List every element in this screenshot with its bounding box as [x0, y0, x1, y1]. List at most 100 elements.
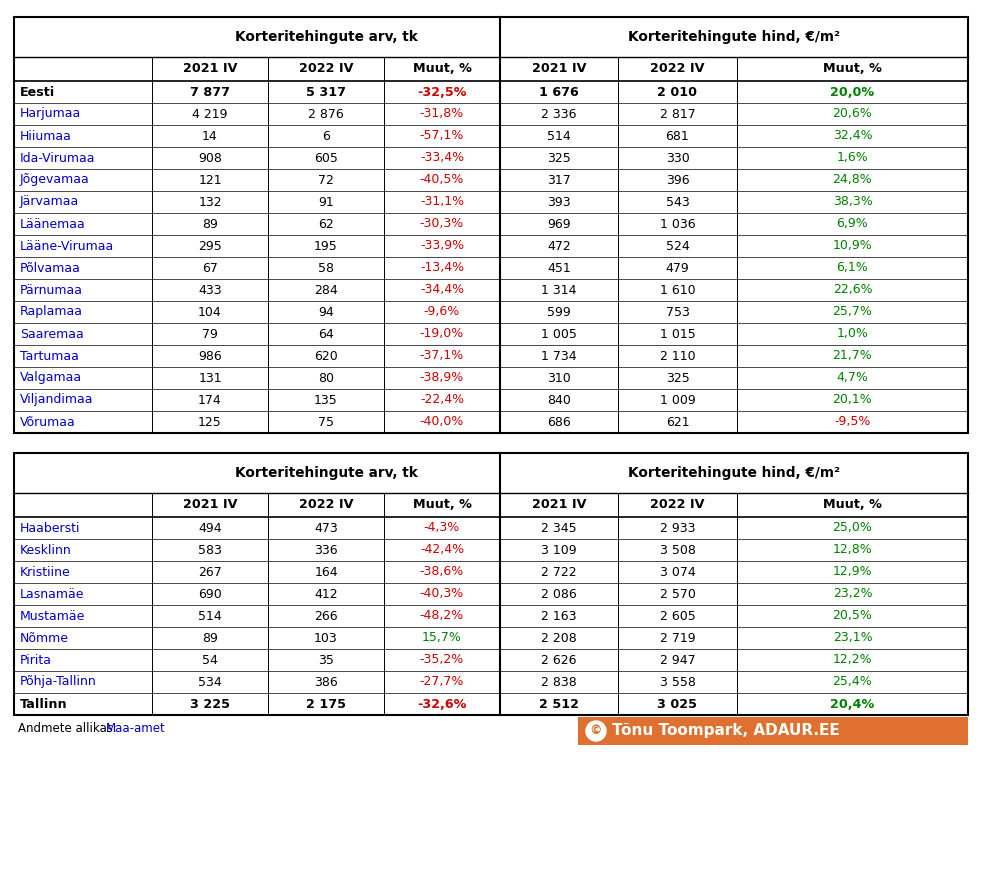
- Text: Saaremaa: Saaremaa: [20, 327, 83, 340]
- Text: Haabersti: Haabersti: [20, 522, 81, 535]
- Text: 15,7%: 15,7%: [422, 632, 462, 645]
- Text: 38,3%: 38,3%: [833, 195, 872, 208]
- Text: -48,2%: -48,2%: [420, 610, 464, 622]
- Text: 605: 605: [314, 151, 338, 164]
- Text: 986: 986: [198, 349, 222, 362]
- Text: 451: 451: [547, 262, 571, 275]
- Text: 2 175: 2 175: [306, 697, 346, 710]
- Text: 12,2%: 12,2%: [833, 654, 872, 667]
- Text: -57,1%: -57,1%: [420, 130, 464, 143]
- Text: 32,4%: 32,4%: [833, 130, 872, 143]
- Text: 103: 103: [314, 632, 338, 645]
- Text: 20,4%: 20,4%: [831, 697, 875, 710]
- Text: Viljandimaa: Viljandimaa: [20, 394, 93, 407]
- Text: ©: ©: [590, 724, 602, 738]
- Text: 20,1%: 20,1%: [833, 394, 872, 407]
- Text: 1,0%: 1,0%: [837, 327, 868, 340]
- Text: Võrumaa: Võrumaa: [20, 416, 76, 429]
- Text: 599: 599: [547, 305, 571, 318]
- Text: -19,0%: -19,0%: [420, 327, 464, 340]
- Text: 25,7%: 25,7%: [833, 305, 872, 318]
- Text: 104: 104: [198, 305, 222, 318]
- Text: 5 317: 5 317: [306, 86, 346, 99]
- Text: -40,5%: -40,5%: [420, 173, 464, 186]
- Text: 840: 840: [547, 394, 571, 407]
- Text: 393: 393: [547, 195, 571, 208]
- Text: 2 345: 2 345: [541, 522, 576, 535]
- Text: 2 626: 2 626: [541, 654, 576, 667]
- Text: 6,9%: 6,9%: [837, 218, 868, 230]
- Text: 473: 473: [314, 522, 338, 535]
- Text: 62: 62: [318, 218, 334, 230]
- Text: 80: 80: [318, 372, 334, 384]
- Text: 79: 79: [202, 327, 218, 340]
- Text: 2022 IV: 2022 IV: [650, 62, 705, 75]
- Text: Nõmme: Nõmme: [20, 632, 69, 645]
- Text: -31,8%: -31,8%: [420, 108, 464, 121]
- Text: 534: 534: [198, 676, 222, 689]
- Text: 681: 681: [666, 130, 689, 143]
- Text: 2 605: 2 605: [660, 610, 695, 622]
- Text: -13,4%: -13,4%: [420, 262, 464, 275]
- Text: 621: 621: [666, 416, 689, 429]
- Text: 620: 620: [314, 349, 338, 362]
- Text: Muut, %: Muut, %: [823, 499, 882, 512]
- Text: -40,3%: -40,3%: [420, 587, 464, 600]
- Text: 125: 125: [198, 416, 222, 429]
- Text: 12,9%: 12,9%: [833, 565, 872, 578]
- Text: 91: 91: [318, 195, 334, 208]
- Text: 21,7%: 21,7%: [833, 349, 872, 362]
- Text: 4 219: 4 219: [192, 108, 228, 121]
- Text: 2 086: 2 086: [541, 587, 576, 600]
- Text: Raplamaa: Raplamaa: [20, 305, 83, 318]
- Text: 64: 64: [318, 327, 334, 340]
- Text: 2 933: 2 933: [660, 522, 695, 535]
- Text: 543: 543: [666, 195, 689, 208]
- Text: Hiiumaa: Hiiumaa: [20, 130, 72, 143]
- Text: -4,3%: -4,3%: [424, 522, 461, 535]
- Text: 3 074: 3 074: [660, 565, 695, 578]
- Bar: [14, 453, 968, 715]
- Text: 1 610: 1 610: [660, 284, 695, 297]
- Text: 2022 IV: 2022 IV: [650, 499, 705, 512]
- Text: 969: 969: [547, 218, 571, 230]
- Text: 583: 583: [198, 543, 222, 556]
- Text: 2021 IV: 2021 IV: [531, 499, 586, 512]
- Text: 67: 67: [202, 262, 218, 275]
- Text: Valgamaa: Valgamaa: [20, 372, 82, 384]
- Text: Järvamaa: Järvamaa: [20, 195, 80, 208]
- Text: 386: 386: [314, 676, 338, 689]
- Text: 433: 433: [198, 284, 222, 297]
- Text: 325: 325: [666, 372, 689, 384]
- Text: -32,6%: -32,6%: [417, 697, 466, 710]
- Text: 3 109: 3 109: [541, 543, 576, 556]
- Text: -30,3%: -30,3%: [420, 218, 464, 230]
- Text: 1 734: 1 734: [541, 349, 576, 362]
- Text: Muut, %: Muut, %: [412, 62, 471, 75]
- Text: 3 558: 3 558: [660, 676, 695, 689]
- Text: Korteritehingute hind, €/m²: Korteritehingute hind, €/m²: [628, 30, 840, 44]
- Text: Muut, %: Muut, %: [412, 499, 471, 512]
- Text: 2 163: 2 163: [541, 610, 576, 622]
- Text: 753: 753: [666, 305, 689, 318]
- Text: -38,9%: -38,9%: [420, 372, 464, 384]
- Text: 1 676: 1 676: [539, 86, 578, 99]
- Text: 23,2%: 23,2%: [833, 587, 872, 600]
- Text: 472: 472: [547, 240, 571, 253]
- Text: 12,8%: 12,8%: [833, 543, 872, 556]
- Text: Eesti: Eesti: [20, 86, 55, 99]
- Text: 94: 94: [318, 305, 334, 318]
- Text: 2022 IV: 2022 IV: [299, 62, 354, 75]
- Text: 908: 908: [198, 151, 222, 164]
- Text: 75: 75: [318, 416, 334, 429]
- Text: -33,9%: -33,9%: [420, 240, 464, 253]
- Text: 35: 35: [318, 654, 334, 667]
- Text: 1 009: 1 009: [660, 394, 695, 407]
- Text: Jõgevamaa: Jõgevamaa: [20, 173, 89, 186]
- Text: Tallinn: Tallinn: [20, 697, 68, 710]
- Text: 317: 317: [547, 173, 571, 186]
- Text: 2 876: 2 876: [308, 108, 344, 121]
- Text: Kristiine: Kristiine: [20, 565, 71, 578]
- Text: 514: 514: [198, 610, 222, 622]
- Text: 7 877: 7 877: [190, 86, 230, 99]
